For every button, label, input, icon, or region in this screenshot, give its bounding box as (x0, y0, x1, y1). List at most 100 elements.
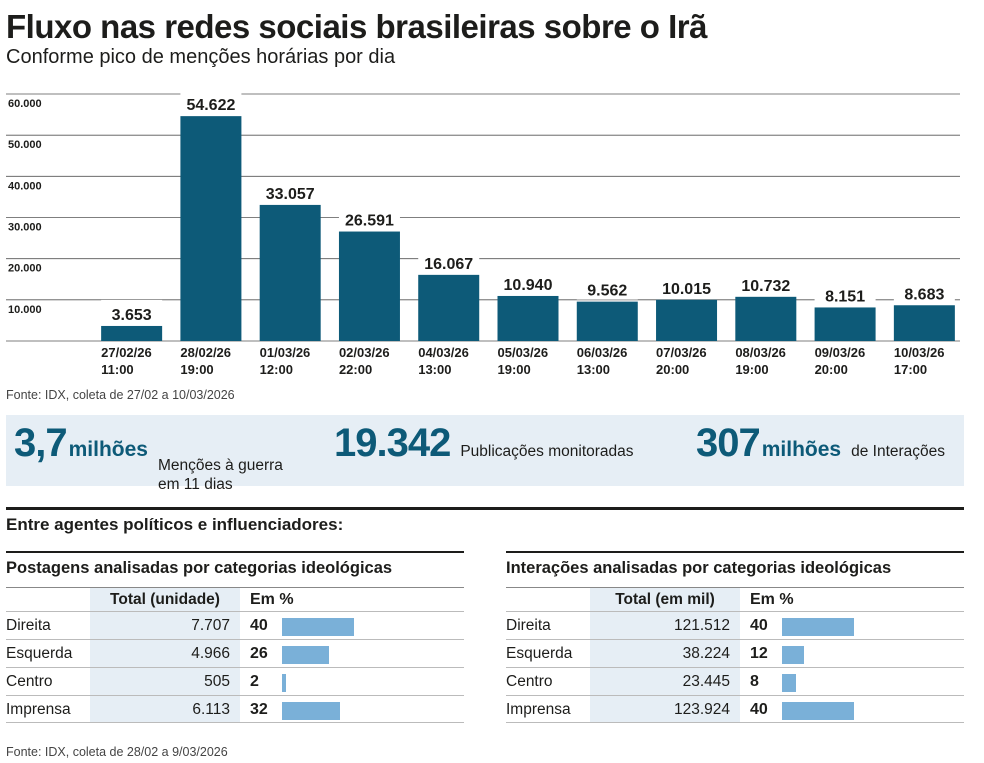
row-bar (282, 640, 464, 667)
interactions-table-header: Total (em mil) Em % (506, 587, 964, 611)
x-tick-date: 09/03/26 (815, 345, 866, 360)
page-subtitle: Conforme pico de menções horárias por di… (6, 46, 396, 68)
row-pct: 40 (250, 617, 268, 634)
row-pct: 32 (250, 701, 268, 718)
interactions-col-name (506, 588, 590, 611)
bar-label-backing (101, 299, 163, 324)
row-bar (782, 612, 964, 639)
row-pct: 40 (750, 701, 768, 718)
stat-mentions-unit: milhões (68, 438, 148, 461)
x-tick-date: 08/03/26 (735, 345, 786, 360)
bar-label-backing (338, 205, 400, 230)
bar (656, 299, 718, 341)
table-row: Direita 7.707 40 (6, 611, 464, 639)
section-title: Entre agentes políticos e influenciadore… (6, 515, 344, 534)
row-pct: 12 (750, 645, 768, 662)
stat-publications-desc: Publicações monitoradas (460, 443, 634, 460)
y-tick-label: 10.000 (8, 304, 42, 316)
row-pct: 8 (750, 673, 759, 690)
interactions-table: Interações analisadas por categorias ide… (506, 551, 964, 723)
posts-col-name (6, 588, 90, 611)
stat-publications: 19.342 Publicações monitoradas (334, 421, 634, 466)
row-total: 38.224 (590, 640, 740, 667)
stat-mentions: 3,7 milhões Menções à guerra em 11 dias (14, 421, 283, 493)
row-category: Centro (6, 673, 53, 690)
y-tick-label: 60.000 (8, 98, 42, 110)
bar-value-label: 10.940 (504, 277, 553, 294)
table-row: Imprensa 123.924 40 (506, 695, 964, 723)
x-tick-date: 27/02/26 (101, 345, 152, 360)
bar-value-label: 54.622 (186, 97, 235, 114)
bar-label-backing (814, 281, 876, 306)
bar (497, 295, 559, 341)
interactions-col-pct: Em % (750, 591, 794, 608)
stat-mentions-desc: Menções à guerra em 11 dias (158, 456, 283, 494)
row-total: 4.966 (90, 640, 240, 667)
x-tick-date: 02/03/26 (339, 345, 390, 360)
y-tick-label: 30.000 (8, 222, 42, 234)
posts-table-title: Postagens analisadas por categorias ideo… (6, 559, 393, 577)
posts-table-rule (6, 551, 464, 553)
interactions-table-title: Interações analisadas por categorias ide… (506, 559, 892, 577)
row-category: Direita (6, 617, 51, 634)
bar-value-label: 8.151 (825, 288, 865, 305)
stat-publications-value: 19.342 (334, 421, 451, 465)
bar (180, 116, 242, 341)
x-tick-date: 04/03/26 (418, 345, 469, 360)
row-bar (782, 696, 964, 722)
bar-label-backing (893, 279, 955, 304)
x-tick-date: 06/03/26 (577, 345, 628, 360)
row-category: Direita (506, 617, 551, 634)
pct-bar (782, 702, 854, 720)
x-tick-time: 17:00 (894, 362, 927, 377)
pct-bar (282, 618, 354, 636)
bar-label-backing (180, 90, 242, 115)
row-total: 505 (90, 668, 240, 695)
posts-table-header: Total (unidade) Em % (6, 587, 464, 611)
bar-value-label: 3.653 (112, 307, 152, 324)
section-divider (6, 507, 964, 510)
bar (735, 296, 797, 341)
bar-label-backing (656, 273, 718, 298)
row-total: 23.445 (590, 668, 740, 695)
stat-mentions-value: 3,7 (14, 421, 68, 465)
row-total: 6.113 (90, 696, 240, 722)
chart-source: Fonte: IDX, coleta de 27/02 a 10/03/2026 (6, 388, 235, 402)
stat-interactions-desc: de Interações (851, 443, 946, 460)
pct-bar (282, 674, 286, 692)
stat-mentions-desc-line2: em 11 dias (157, 476, 233, 493)
row-bar (282, 696, 464, 722)
row-pct: 40 (750, 617, 768, 634)
bar (814, 307, 876, 341)
x-tick-date: 01/03/26 (260, 345, 311, 360)
row-category: Imprensa (506, 701, 571, 718)
row-bar (282, 612, 464, 639)
table-row: Esquerda 38.224 12 (506, 639, 964, 667)
y-tick-label: 20.000 (8, 263, 42, 275)
bar-label-backing (418, 248, 480, 273)
bar-label-backing (497, 269, 559, 294)
x-tick-date: 10/03/26 (894, 345, 945, 360)
x-tick-time: 22:00 (339, 362, 372, 377)
stat-mentions-desc-line1: Menções à guerra (157, 457, 283, 474)
x-tick-time: 20:00 (656, 362, 689, 377)
x-tick-date: 28/02/26 (180, 345, 231, 360)
posts-table-body: Direita 7.707 40 Esquerda 4.966 26 Centr… (6, 611, 464, 723)
bar-value-label: 9.562 (587, 283, 627, 300)
row-bar (782, 668, 964, 695)
y-tick-label: 50.000 (8, 139, 42, 151)
pct-bar (782, 618, 854, 636)
stat-interactions: 307 milhões de Interações (696, 421, 945, 466)
bar (893, 305, 955, 341)
x-tick-time: 11:00 (101, 362, 134, 377)
bar-value-label: 10.732 (741, 278, 790, 295)
y-tick-label: 40.000 (8, 180, 42, 192)
bar (418, 274, 480, 341)
interactions-col-total: Total (em mil) (590, 588, 740, 611)
stat-interactions-unit: milhões (761, 438, 842, 461)
page-title: Fluxo nas redes sociais brasileiras sobr… (6, 8, 708, 45)
bar-label-backing (259, 178, 321, 203)
bar-value-label: 8.683 (904, 286, 944, 303)
x-tick-time: 19:00 (735, 362, 768, 377)
pct-bar (782, 646, 804, 664)
